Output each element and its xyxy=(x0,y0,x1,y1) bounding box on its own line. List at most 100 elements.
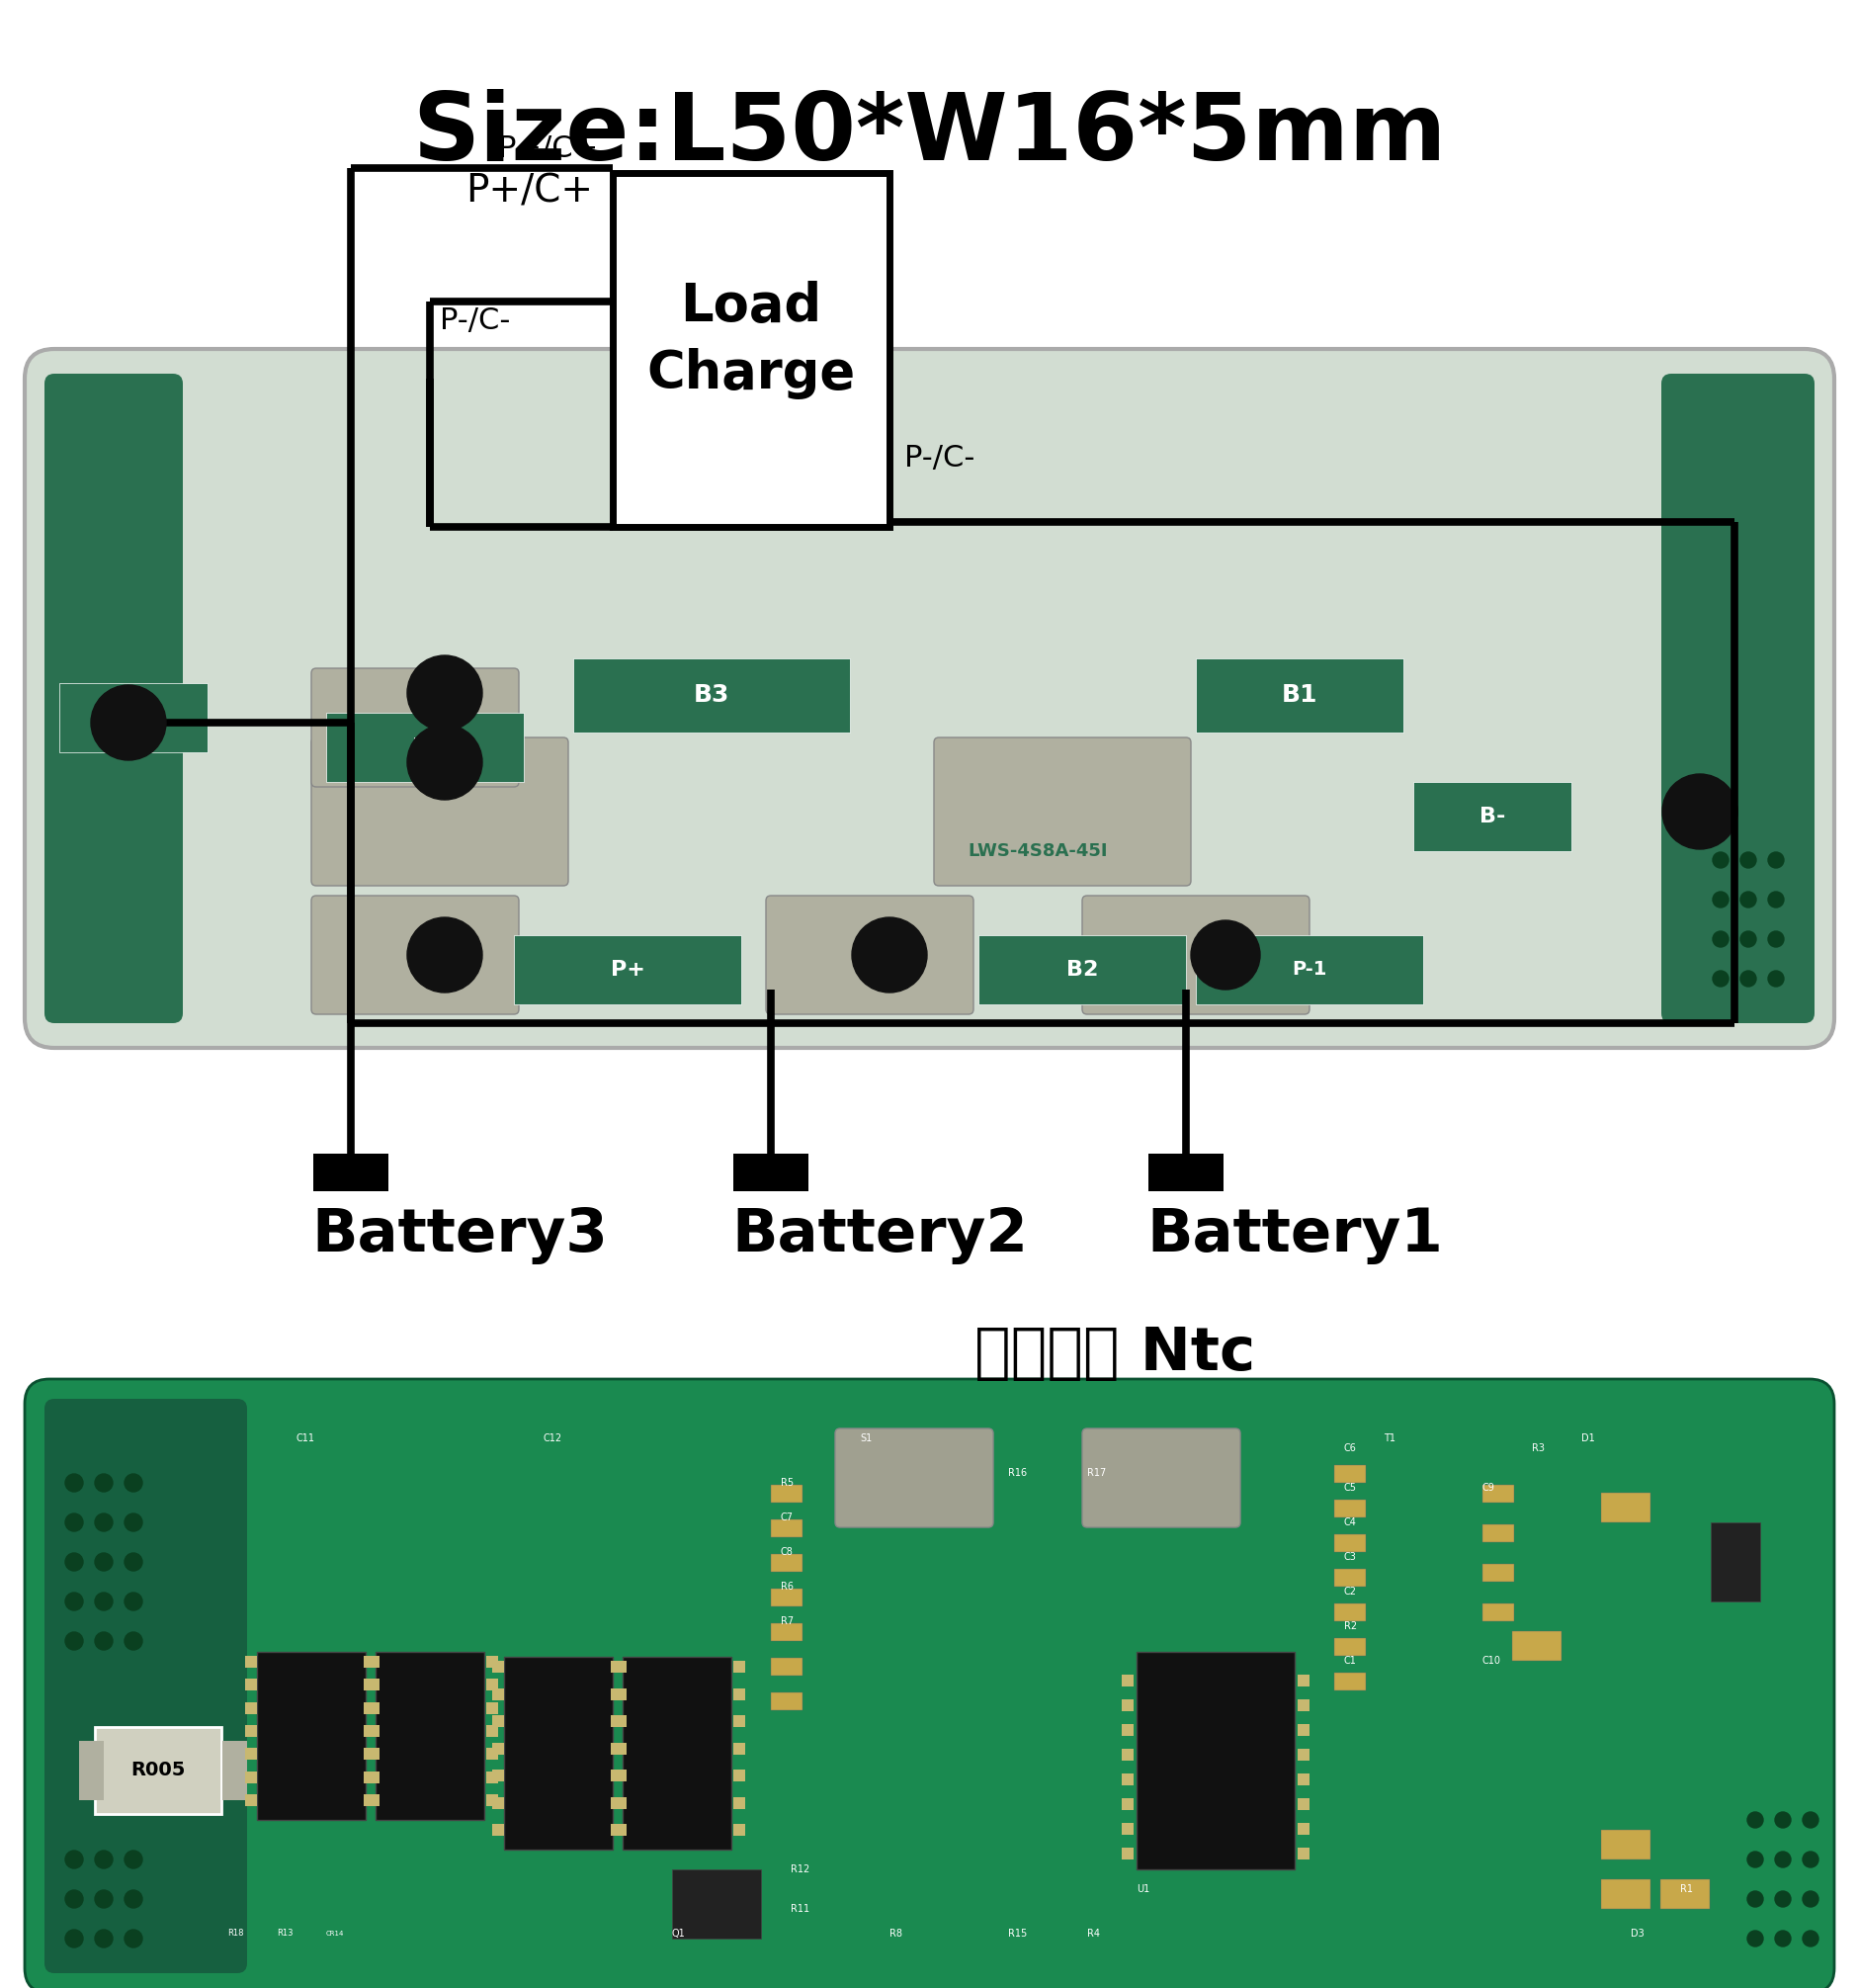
Bar xyxy=(572,658,849,732)
Circle shape xyxy=(124,1930,143,1948)
Circle shape xyxy=(1774,1891,1789,1906)
Bar xyxy=(1511,1630,1561,1660)
Bar xyxy=(492,1660,504,1672)
Text: S1: S1 xyxy=(860,1433,871,1443)
Bar xyxy=(492,1797,504,1809)
Bar xyxy=(245,1656,256,1668)
FancyBboxPatch shape xyxy=(45,1400,247,1974)
Text: B1: B1 xyxy=(1280,684,1317,708)
Circle shape xyxy=(407,656,481,730)
Bar xyxy=(364,1747,375,1759)
Bar xyxy=(1334,1535,1366,1553)
Text: C7: C7 xyxy=(780,1513,793,1523)
Bar xyxy=(1120,1700,1133,1712)
Text: Battery1: Battery1 xyxy=(1146,1207,1442,1264)
Text: U1: U1 xyxy=(1135,1885,1148,1895)
Bar xyxy=(364,1795,375,1807)
Bar xyxy=(1334,1465,1366,1483)
Bar xyxy=(611,1797,622,1809)
Text: R1: R1 xyxy=(1680,1885,1693,1895)
Text: LWS-4S8A-45I: LWS-4S8A-45I xyxy=(968,843,1107,861)
Circle shape xyxy=(95,1553,113,1571)
Text: C6: C6 xyxy=(1343,1443,1356,1453)
Circle shape xyxy=(1747,1930,1761,1946)
Circle shape xyxy=(95,1851,113,1869)
Text: R15: R15 xyxy=(1007,1928,1026,1938)
Circle shape xyxy=(91,686,165,759)
Bar xyxy=(615,1688,626,1700)
Bar xyxy=(368,1747,379,1759)
Text: R2: R2 xyxy=(1343,1622,1356,1630)
FancyBboxPatch shape xyxy=(1661,374,1813,1024)
Bar xyxy=(487,1795,498,1807)
Bar xyxy=(487,1726,498,1738)
Bar xyxy=(487,1771,498,1783)
Bar xyxy=(80,1741,104,1801)
Circle shape xyxy=(1711,893,1728,907)
Bar xyxy=(245,1795,256,1807)
Bar xyxy=(771,1658,803,1676)
Bar xyxy=(492,1716,504,1728)
Bar xyxy=(504,1656,613,1849)
Bar xyxy=(732,1153,808,1191)
Circle shape xyxy=(1711,970,1728,986)
Text: C3: C3 xyxy=(1343,1553,1356,1563)
Text: Q1: Q1 xyxy=(673,1928,686,1938)
Bar xyxy=(611,1716,622,1728)
Bar xyxy=(1334,1569,1366,1586)
Bar xyxy=(771,1588,803,1606)
Bar xyxy=(1297,1847,1308,1859)
Text: R13: R13 xyxy=(277,1928,294,1938)
Text: R5: R5 xyxy=(780,1477,793,1487)
FancyBboxPatch shape xyxy=(1081,1429,1239,1527)
Circle shape xyxy=(95,1473,113,1491)
Text: C9: C9 xyxy=(1481,1483,1494,1493)
Circle shape xyxy=(124,1513,143,1531)
Circle shape xyxy=(1711,930,1728,946)
Bar xyxy=(1297,1773,1308,1785)
Bar xyxy=(368,1726,379,1738)
Bar xyxy=(1120,1674,1133,1686)
Bar xyxy=(1297,1749,1308,1761)
Circle shape xyxy=(65,1632,84,1650)
Bar xyxy=(1600,1879,1650,1908)
Circle shape xyxy=(65,1851,84,1869)
Text: C12: C12 xyxy=(543,1433,563,1443)
FancyBboxPatch shape xyxy=(1081,897,1308,1014)
FancyBboxPatch shape xyxy=(310,738,569,887)
Circle shape xyxy=(124,1891,143,1908)
FancyBboxPatch shape xyxy=(45,374,182,1024)
Bar xyxy=(611,1769,622,1781)
Bar xyxy=(1481,1565,1512,1582)
Circle shape xyxy=(851,916,927,992)
Bar xyxy=(364,1702,375,1714)
Circle shape xyxy=(1767,893,1784,907)
Circle shape xyxy=(95,1513,113,1531)
Text: D3: D3 xyxy=(1629,1928,1644,1938)
Bar xyxy=(615,1797,626,1809)
Circle shape xyxy=(1802,1891,1817,1906)
Circle shape xyxy=(1739,853,1756,869)
Bar xyxy=(732,1688,745,1700)
Text: P-/C-: P-/C- xyxy=(440,306,511,336)
Text: R11: R11 xyxy=(790,1905,808,1914)
Bar xyxy=(1120,1749,1133,1761)
Bar xyxy=(492,1688,504,1700)
Bar xyxy=(245,1747,256,1759)
Circle shape xyxy=(95,1632,113,1650)
Text: R6: R6 xyxy=(780,1582,793,1592)
Bar xyxy=(245,1726,256,1738)
Text: C8: C8 xyxy=(780,1547,793,1557)
Circle shape xyxy=(1802,1851,1817,1867)
Circle shape xyxy=(1774,1930,1789,1946)
Circle shape xyxy=(124,1851,143,1869)
Bar xyxy=(771,1555,803,1573)
Bar xyxy=(492,1823,504,1835)
Text: C2: C2 xyxy=(1343,1586,1356,1596)
Bar xyxy=(245,1680,256,1690)
FancyBboxPatch shape xyxy=(24,1380,1834,1988)
Circle shape xyxy=(1747,1891,1761,1906)
Bar xyxy=(364,1726,375,1738)
Bar xyxy=(368,1795,379,1807)
Bar xyxy=(615,1660,626,1672)
